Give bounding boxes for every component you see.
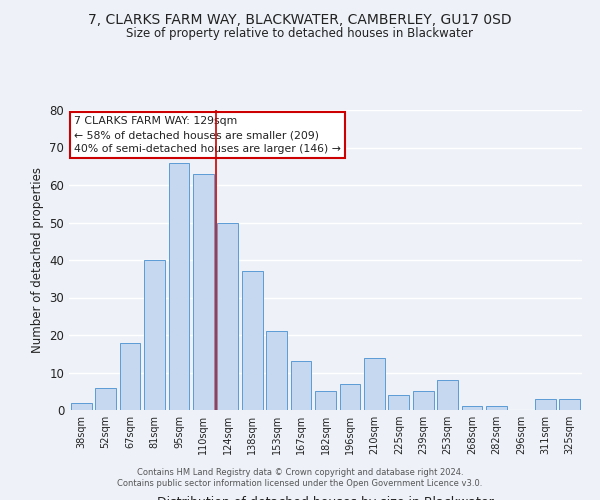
Bar — [437, 380, 458, 410]
Bar — [559, 399, 580, 410]
Bar — [71, 402, 92, 410]
Bar — [364, 358, 385, 410]
Bar — [266, 331, 287, 410]
Text: Size of property relative to detached houses in Blackwater: Size of property relative to detached ho… — [127, 28, 473, 40]
Bar — [535, 399, 556, 410]
Bar — [242, 271, 263, 410]
Bar — [340, 384, 361, 410]
Bar — [119, 342, 140, 410]
Bar — [290, 361, 311, 410]
Bar — [413, 391, 434, 410]
Text: 7, CLARKS FARM WAY, BLACKWATER, CAMBERLEY, GU17 0SD: 7, CLARKS FARM WAY, BLACKWATER, CAMBERLE… — [88, 12, 512, 26]
Bar — [315, 391, 336, 410]
Bar — [169, 162, 190, 410]
Text: 7 CLARKS FARM WAY: 129sqm
← 58% of detached houses are smaller (209)
40% of semi: 7 CLARKS FARM WAY: 129sqm ← 58% of detac… — [74, 116, 341, 154]
X-axis label: Distribution of detached houses by size in Blackwater: Distribution of detached houses by size … — [157, 496, 494, 500]
Bar — [144, 260, 165, 410]
Bar — [388, 395, 409, 410]
Bar — [193, 174, 214, 410]
Bar — [486, 406, 507, 410]
Bar — [461, 406, 482, 410]
Text: Contains HM Land Registry data © Crown copyright and database right 2024.
Contai: Contains HM Land Registry data © Crown c… — [118, 468, 482, 487]
Bar — [217, 222, 238, 410]
Bar — [95, 388, 116, 410]
Y-axis label: Number of detached properties: Number of detached properties — [31, 167, 44, 353]
